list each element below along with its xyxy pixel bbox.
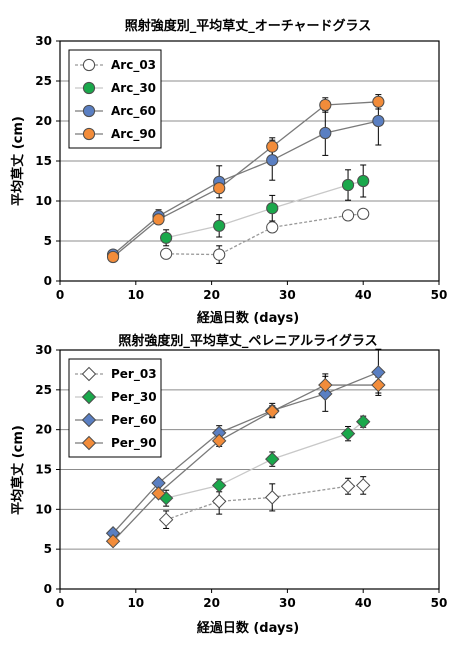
- data-point: [355, 478, 371, 493]
- x-tick-label: 10: [127, 288, 144, 302]
- data-point: [341, 209, 355, 222]
- data-point: [371, 377, 386, 393]
- data-point: [341, 178, 355, 192]
- data-point: [213, 182, 226, 195]
- x-tick-label: 0: [56, 596, 64, 610]
- chart-orchardgrass: 照射強度別_平均草丈_オーチャードグラス 平均草丈 (cm) 経過日数 (day…: [10, 18, 447, 326]
- data-point: [318, 386, 333, 402]
- y-tick-label: 5: [44, 542, 52, 556]
- y-tick-label: 30: [35, 343, 52, 357]
- data-point: [213, 248, 226, 261]
- data-point: [372, 95, 385, 108]
- y-tick-label: 25: [35, 74, 52, 88]
- data-point: [340, 479, 356, 494]
- series-line: [112, 101, 379, 258]
- data-point: [265, 451, 280, 467]
- data-point: [105, 533, 121, 549]
- plot-frame: [59, 349, 440, 590]
- x-tick-label: 30: [279, 596, 296, 610]
- x-tick-label: 40: [355, 288, 372, 302]
- data-point: [211, 478, 227, 493]
- data-point: [265, 490, 280, 505]
- plot-area: 0 5 10 15 20 25 30 0 10 20 30 40 50 Per_03 Per_30 Per_6…: [35, 343, 447, 610]
- y-tick-label: 10: [35, 194, 52, 208]
- x-tick-label: 20: [203, 596, 220, 610]
- legend-label: Arc_03: [111, 58, 156, 73]
- x-tick-label: 30: [279, 288, 296, 302]
- y-tick-label: 15: [35, 463, 52, 477]
- data-point: [160, 231, 173, 244]
- y-tick-label: 25: [35, 383, 52, 397]
- y-tick-label: 0: [44, 582, 52, 596]
- chart-perennial-ryegrass: 照射強度別_平均草丈_ペレニアルライグラス 平均草丈 (cm) 経過日数 (da…: [10, 333, 447, 636]
- data-point: [372, 114, 385, 128]
- data-point: [266, 154, 279, 167]
- legend-label: Per_60: [111, 413, 157, 428]
- legend-marker: [81, 389, 97, 405]
- legend-label: Per_03: [111, 367, 157, 382]
- legend-label: Per_30: [111, 390, 157, 405]
- legend-marker: [82, 81, 96, 95]
- x-axis-label: 経過日数 (days): [197, 620, 299, 636]
- legend-marker: [82, 127, 96, 141]
- legend-marker: [81, 435, 97, 451]
- x-tick-label: 50: [431, 288, 448, 302]
- plot-frame: [59, 40, 440, 282]
- plot-area: 0 5 10 15 20 25 30 0 10 20 30 40 50 Arc_03 Arc_30 Arc_6…: [35, 34, 447, 302]
- series-line: [166, 213, 364, 256]
- y-tick-label: 10: [35, 502, 52, 516]
- data-point: [318, 377, 333, 393]
- x-tick-label: 50: [431, 596, 448, 610]
- y-tick-label: 20: [35, 114, 52, 128]
- x-tick-label: 10: [127, 596, 144, 610]
- data-point: [211, 433, 227, 449]
- data-point: [160, 247, 173, 260]
- legend-marker: [82, 58, 96, 72]
- y-tick-label: 30: [35, 34, 52, 48]
- legend-label: Arc_90: [111, 127, 156, 142]
- data-point: [213, 219, 226, 232]
- x-tick-label: 40: [355, 596, 372, 610]
- data-point: [340, 426, 356, 441]
- data-point: [266, 202, 279, 215]
- data-point: [106, 250, 120, 264]
- data-point: [266, 140, 279, 153]
- data-point: [151, 486, 166, 501]
- data-point: [211, 494, 227, 509]
- y-axis-label: 平均草丈 (cm): [10, 425, 26, 515]
- y-axis-label: 平均草丈 (cm): [10, 116, 26, 206]
- data-point: [158, 512, 174, 527]
- y-tick-label: 0: [44, 274, 52, 288]
- data-point: [355, 414, 371, 429]
- series-line: [112, 384, 379, 542]
- data-point: [357, 174, 370, 188]
- series-line: [165, 421, 364, 499]
- x-tick-label: 20: [203, 288, 220, 302]
- data-point: [152, 213, 165, 226]
- legend-label: Arc_30: [111, 81, 156, 96]
- y-tick-label: 20: [35, 423, 52, 437]
- data-point: [357, 207, 370, 220]
- series-line: [112, 371, 379, 534]
- y-tick-label: 5: [44, 234, 52, 248]
- data-point: [319, 126, 332, 140]
- chart-title: 照射強度別_平均草丈_ペレニアルライグラス: [118, 333, 377, 349]
- data-point: [266, 221, 279, 234]
- legend-label: Per_90: [111, 436, 157, 451]
- x-axis-label: 経過日数 (days): [197, 310, 299, 326]
- data-point: [371, 365, 386, 380]
- series-line: [112, 120, 379, 256]
- series-line: [165, 180, 364, 239]
- data-point: [265, 404, 280, 419]
- x-tick-label: 0: [56, 288, 64, 302]
- y-tick-label: 15: [35, 154, 52, 168]
- legend-marker: [81, 412, 97, 428]
- data-point: [319, 98, 332, 112]
- legend-marker: [81, 366, 97, 382]
- legend-label: Arc_60: [111, 104, 156, 119]
- chart-title: 照射強度別_平均草丈_オーチャードグラス: [125, 18, 372, 34]
- legend-marker: [82, 104, 96, 118]
